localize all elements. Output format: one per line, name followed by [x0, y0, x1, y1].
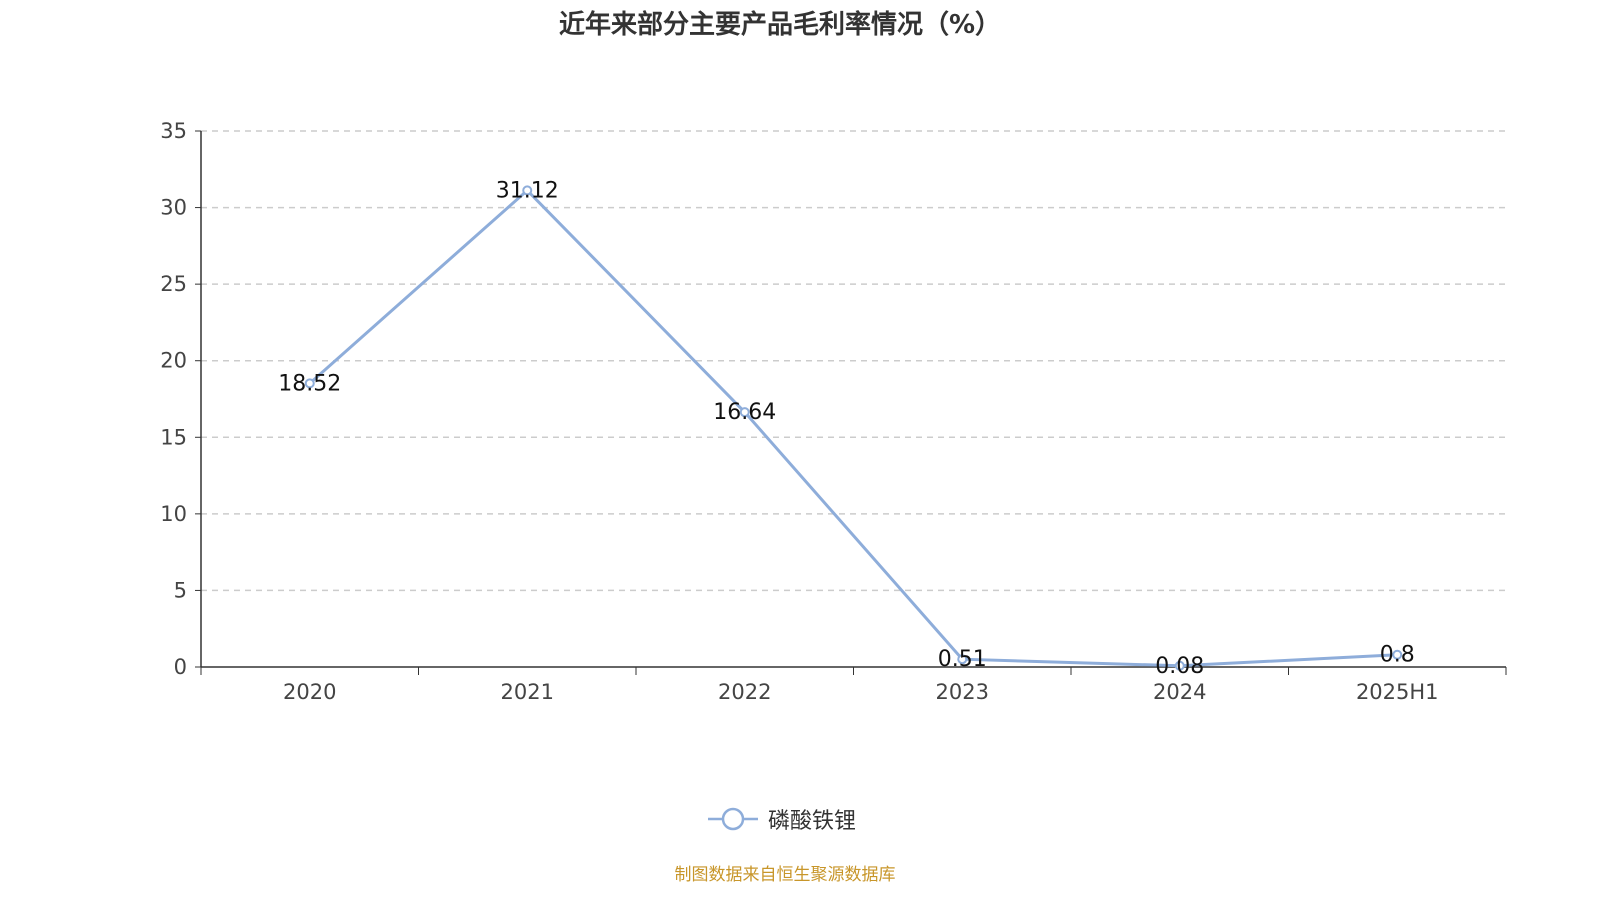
y-tick-label: 20: [160, 349, 187, 373]
data-label: 31.12: [496, 178, 559, 203]
legend[interactable]: 磷酸铁锂: [708, 803, 856, 835]
y-tick-label: 30: [160, 196, 187, 220]
y-tick-label: 15: [160, 425, 187, 449]
x-tick-label: 2022: [718, 680, 771, 704]
y-tick-label: 25: [160, 272, 187, 296]
data-point: [304, 378, 315, 389]
x-tick-label: 2024: [1153, 680, 1206, 704]
x-tick-label: 2020: [283, 680, 336, 704]
source-note: 制图数据来自恒生聚源数据库: [674, 865, 896, 885]
y-tick-label: 0: [174, 655, 187, 679]
data-point: [1174, 660, 1185, 671]
chart-title: 近年来部分主要产品毛利率情况（%）: [558, 10, 1002, 40]
data-label: 16.64: [713, 400, 776, 425]
data-point: [957, 654, 968, 665]
y-tick-label: 5: [174, 578, 187, 602]
data-label: 0.51: [938, 647, 987, 672]
legend-marker-icon: [708, 807, 758, 831]
series-line: [308, 188, 1398, 668]
y-tick-label: 35: [160, 119, 187, 143]
data-label: 0.08: [1155, 654, 1204, 679]
data-label: 18.52: [278, 371, 341, 396]
legend-label: 磷酸铁锂: [768, 809, 857, 834]
data-point: [522, 185, 533, 196]
y-tick-label: 10: [160, 502, 187, 526]
x-tick-label: 2025H1: [1356, 680, 1439, 704]
data-label: 0.8: [1380, 643, 1415, 668]
x-tick-label: 2023: [936, 680, 989, 704]
data-point: [1392, 649, 1403, 660]
x-tick-label: 2021: [501, 680, 554, 704]
data-point: [739, 407, 750, 418]
